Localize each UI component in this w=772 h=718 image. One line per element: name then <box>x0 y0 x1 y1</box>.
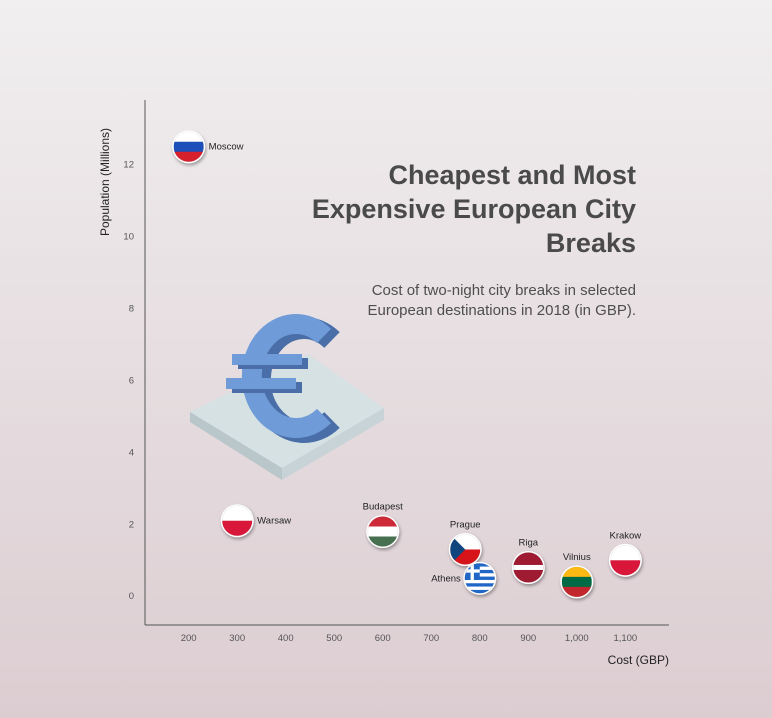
y-axis-title: Population (Millions) <box>98 128 112 236</box>
chart-title: Cheapest and Most Expensive European Cit… <box>311 160 636 258</box>
y-tick-label: 0 <box>129 591 134 602</box>
flag-lithuania-icon <box>561 566 592 597</box>
data-point-riga <box>511 550 545 584</box>
x-tick-label: 300 <box>229 633 245 644</box>
data-label-krakow: Krakow <box>609 530 641 541</box>
x-tick-label: 200 <box>181 633 197 644</box>
y-tick-label: 12 <box>123 160 134 171</box>
x-tick-label: 800 <box>472 633 488 644</box>
flag-russia-icon <box>173 131 204 162</box>
flag-poland-icon <box>222 505 253 536</box>
data-point-warsaw <box>220 504 254 538</box>
flag-poland-icon <box>610 545 641 576</box>
flag-greece-icon <box>464 563 495 594</box>
x-tick-label: 1,000 <box>565 633 589 644</box>
x-tick-label: 1,100 <box>613 633 637 644</box>
x-tick-labels: 200 300 400 500 600 700 800 900 1,000 1,100 <box>181 633 637 644</box>
data-label-moscow: Moscow <box>209 142 244 153</box>
flag-czechia-icon <box>450 534 481 565</box>
data-point-athens <box>463 561 497 595</box>
x-tick-label: 600 <box>375 633 391 644</box>
x-tick-label: 900 <box>520 633 536 644</box>
euro-sign-icon <box>190 314 384 480</box>
data-label-budapest: Budapest <box>363 502 404 513</box>
flag-hungary-icon <box>367 516 398 547</box>
data-point-budapest <box>366 515 400 549</box>
data-point-vilnius <box>560 565 594 599</box>
data-points: Moscow Warsaw Budapest Prague Athens Riga Viln… <box>172 130 642 599</box>
y-tick-label: 6 <box>129 375 134 386</box>
data-label-warsaw: Warsaw <box>257 516 291 527</box>
data-point-krakow <box>608 543 642 577</box>
data-label-vilnius: Vilnius <box>563 552 591 563</box>
data-label-riga: Riga <box>519 537 539 548</box>
x-tick-label: 400 <box>278 633 294 644</box>
flag-latvia-icon <box>513 552 544 583</box>
data-point-moscow <box>172 130 206 164</box>
x-axis-title: Cost (GBP) <box>608 653 669 667</box>
y-tick-label: 8 <box>129 304 134 315</box>
data-point-prague <box>448 532 482 566</box>
data-label-athens: Athens <box>431 573 461 584</box>
y-tick-label: 10 <box>123 232 134 243</box>
y-tick-label: 2 <box>129 519 134 530</box>
y-tick-labels: 0 2 4 6 8 10 12 <box>123 160 134 603</box>
data-label-prague: Prague <box>450 519 481 530</box>
y-tick-label: 4 <box>129 447 134 458</box>
chart-subtitle: Cost of two-night city breaks in selecte… <box>367 282 637 319</box>
x-tick-label: 700 <box>423 633 439 644</box>
x-tick-label: 500 <box>326 633 342 644</box>
